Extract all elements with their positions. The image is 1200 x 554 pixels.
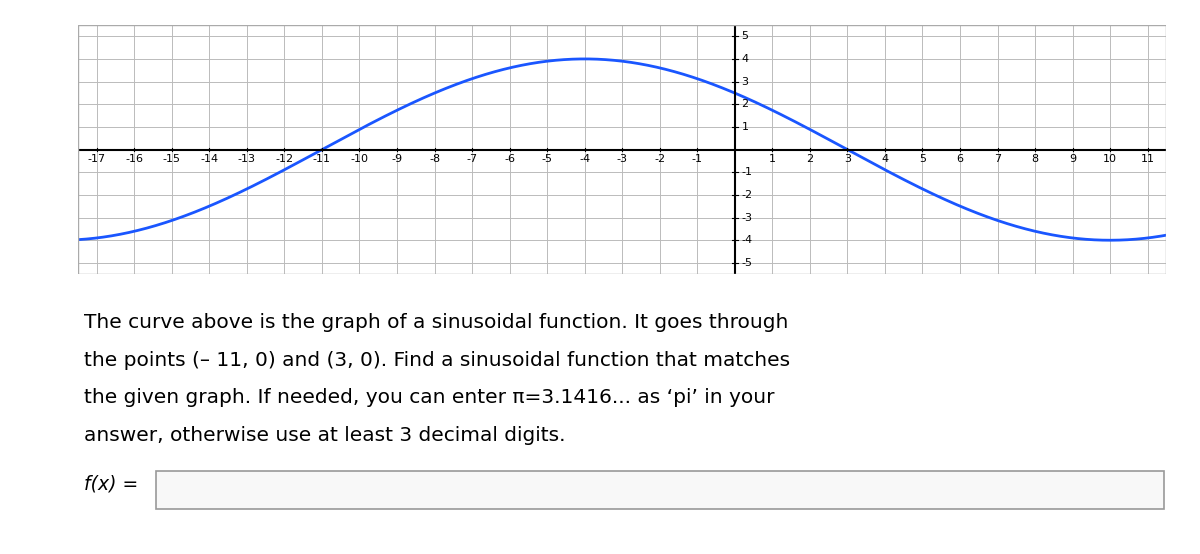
Text: -5: -5 [541,153,553,163]
Text: -16: -16 [125,153,143,163]
Text: -13: -13 [238,153,256,163]
Text: 4: 4 [881,153,888,163]
Text: 3: 3 [742,76,749,86]
Text: -11: -11 [313,153,331,163]
Text: -7: -7 [467,153,478,163]
Text: -12: -12 [275,153,294,163]
Text: -2: -2 [742,190,752,200]
Text: -3: -3 [617,153,628,163]
Text: -1: -1 [691,153,703,163]
Text: -2: -2 [654,153,665,163]
Text: -3: -3 [742,213,752,223]
Text: f(x) =: f(x) = [84,475,138,494]
Text: answer, otherwise use at least 3 decimal digits.: answer, otherwise use at least 3 decimal… [84,426,565,445]
Text: 2: 2 [742,99,749,109]
Text: 11: 11 [1141,153,1154,163]
Text: -4: -4 [742,235,752,245]
Text: 5: 5 [742,31,749,41]
Text: 8: 8 [1032,153,1039,163]
Text: 10: 10 [1103,153,1117,163]
Text: -15: -15 [163,153,181,163]
Text: 1: 1 [742,122,749,132]
Text: -14: -14 [200,153,218,163]
Text: -1: -1 [742,167,752,177]
Text: 7: 7 [994,153,1001,163]
Text: the points (– 11, 0) and (3, 0). Find a sinusoidal function that matches: the points (– 11, 0) and (3, 0). Find a … [84,351,790,370]
FancyBboxPatch shape [156,471,1164,509]
Text: 6: 6 [956,153,964,163]
Text: -9: -9 [391,153,402,163]
Text: -4: -4 [580,153,590,163]
Text: -5: -5 [742,258,752,268]
Text: 2: 2 [806,153,814,163]
Text: -8: -8 [428,153,440,163]
Text: -6: -6 [504,153,515,163]
Text: 4: 4 [742,54,749,64]
Text: -17: -17 [88,153,106,163]
Text: 9: 9 [1069,153,1076,163]
Text: 5: 5 [919,153,926,163]
Text: the given graph. If needed, you can enter π=3.1416... as ‘pi’ in your: the given graph. If needed, you can ente… [84,388,774,407]
Text: -10: -10 [350,153,368,163]
Text: 1: 1 [769,153,776,163]
Text: 3: 3 [844,153,851,163]
Text: The curve above is the graph of a sinusoidal function. It goes through: The curve above is the graph of a sinuso… [84,313,788,332]
